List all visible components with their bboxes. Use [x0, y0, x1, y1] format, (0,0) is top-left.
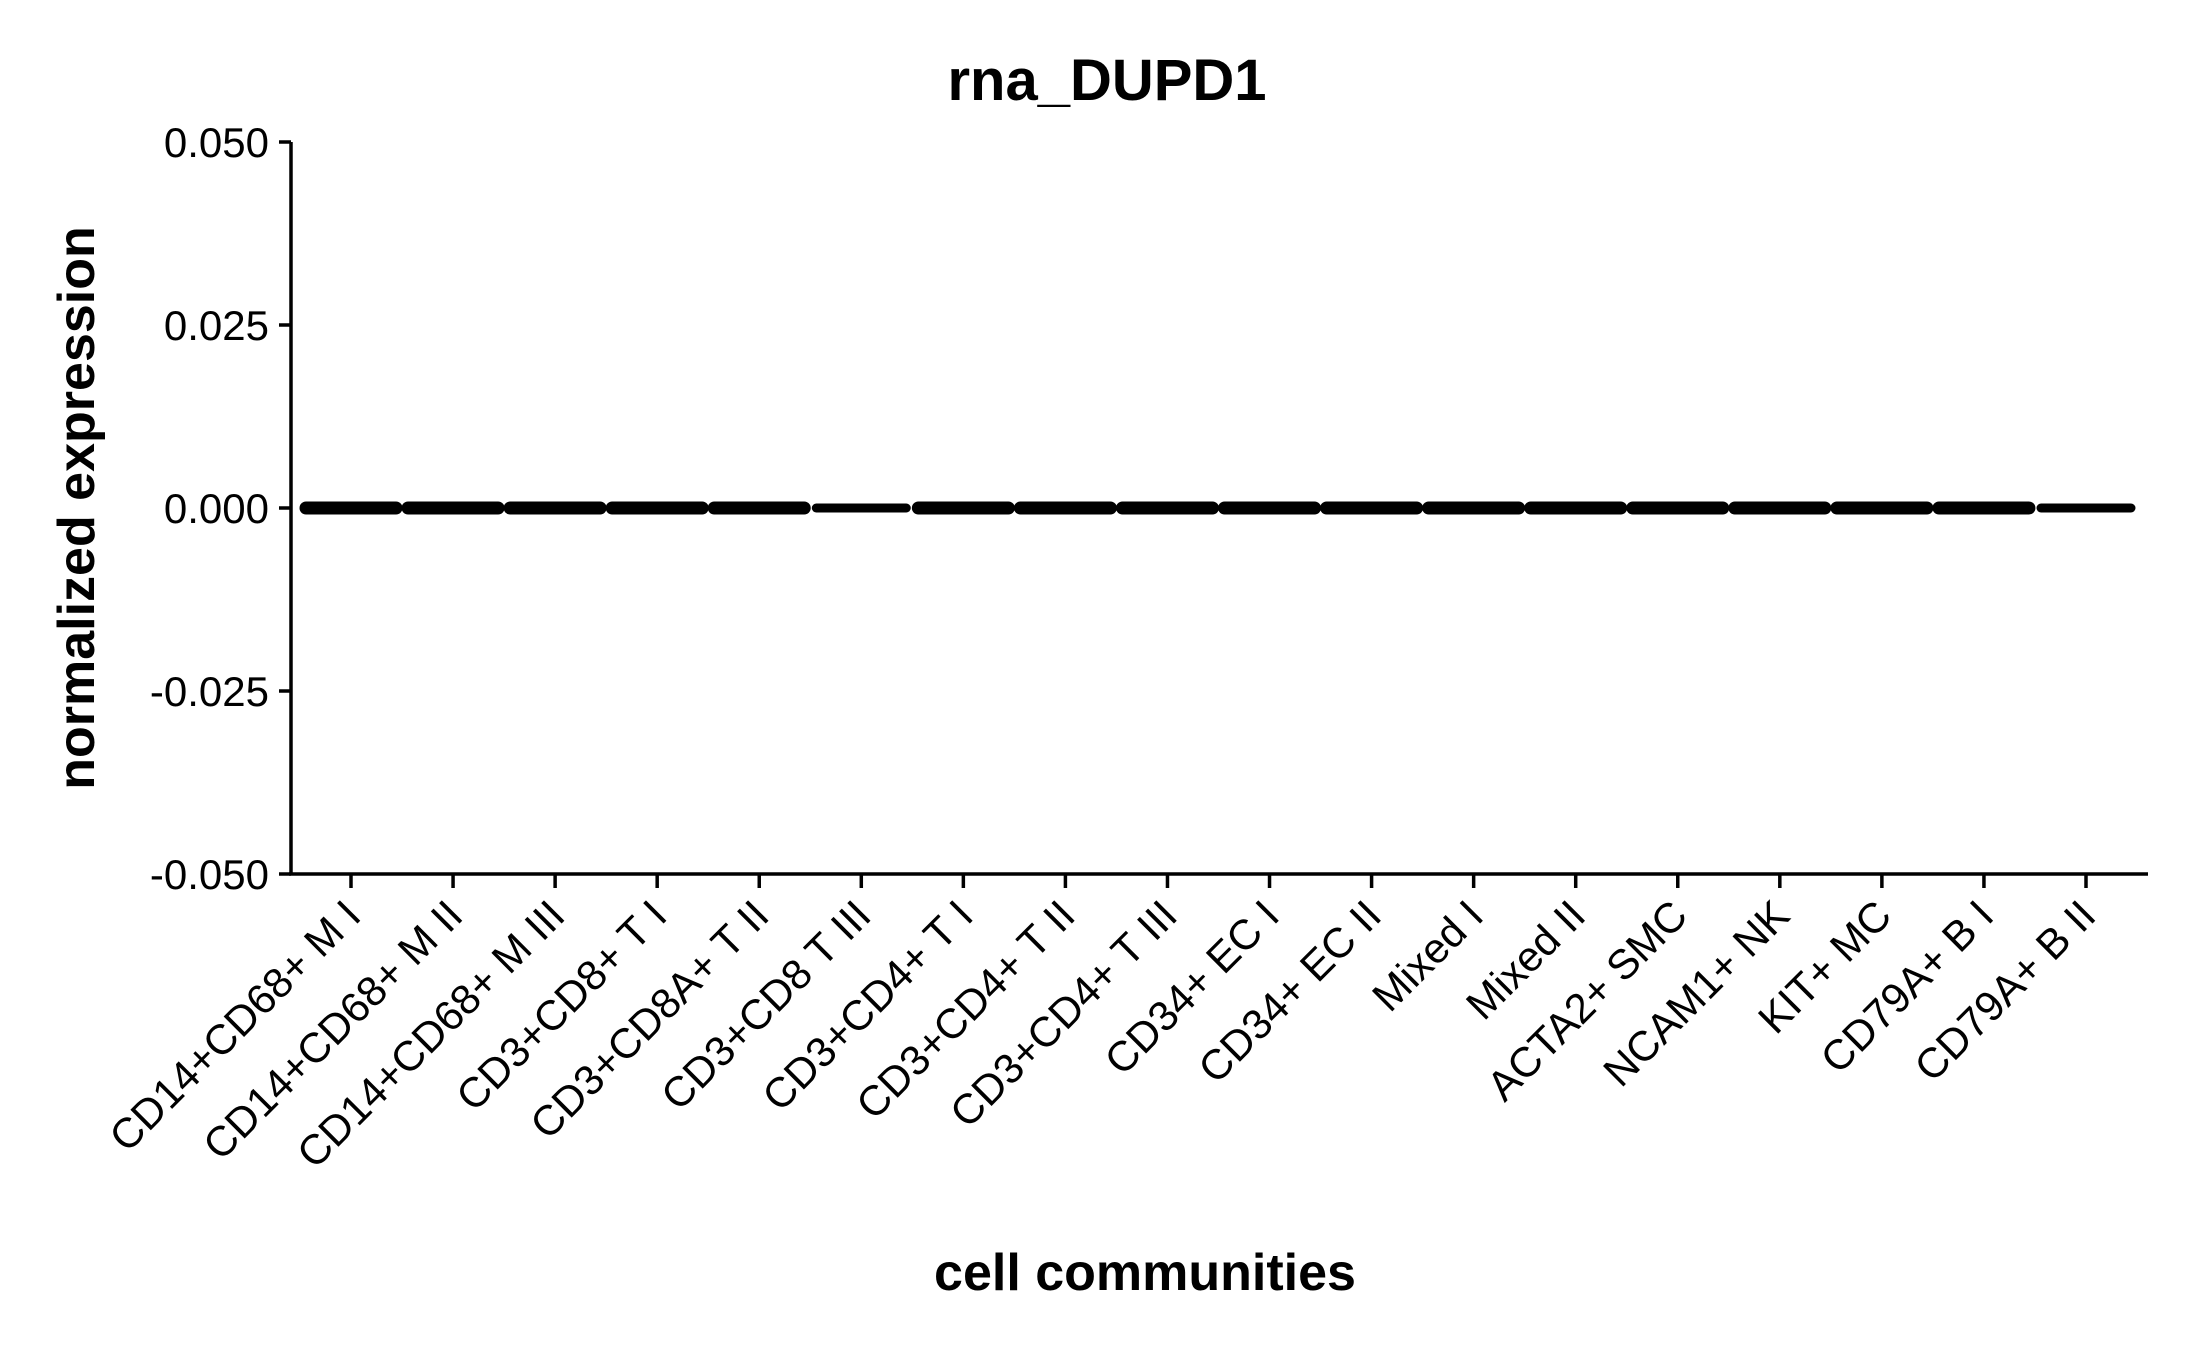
- chart-title: rna_DUPD1: [947, 48, 1266, 113]
- y-tick-label: 0.050: [164, 119, 269, 166]
- y-tick-label: 0.000: [164, 485, 269, 532]
- y-tick-label: 0.025: [164, 302, 269, 349]
- y-tick-label: -0.050: [150, 851, 269, 898]
- y-axis-title: normalized expression: [48, 226, 106, 790]
- y-tick-label: -0.025: [150, 668, 269, 715]
- x-axis-title: cell communities: [934, 1244, 1356, 1302]
- y-ticks: 0.050 0.025 0.000 -0.025 -0.050: [150, 119, 291, 898]
- y-axis: 0.050 0.025 0.000 -0.025 -0.050: [150, 119, 293, 898]
